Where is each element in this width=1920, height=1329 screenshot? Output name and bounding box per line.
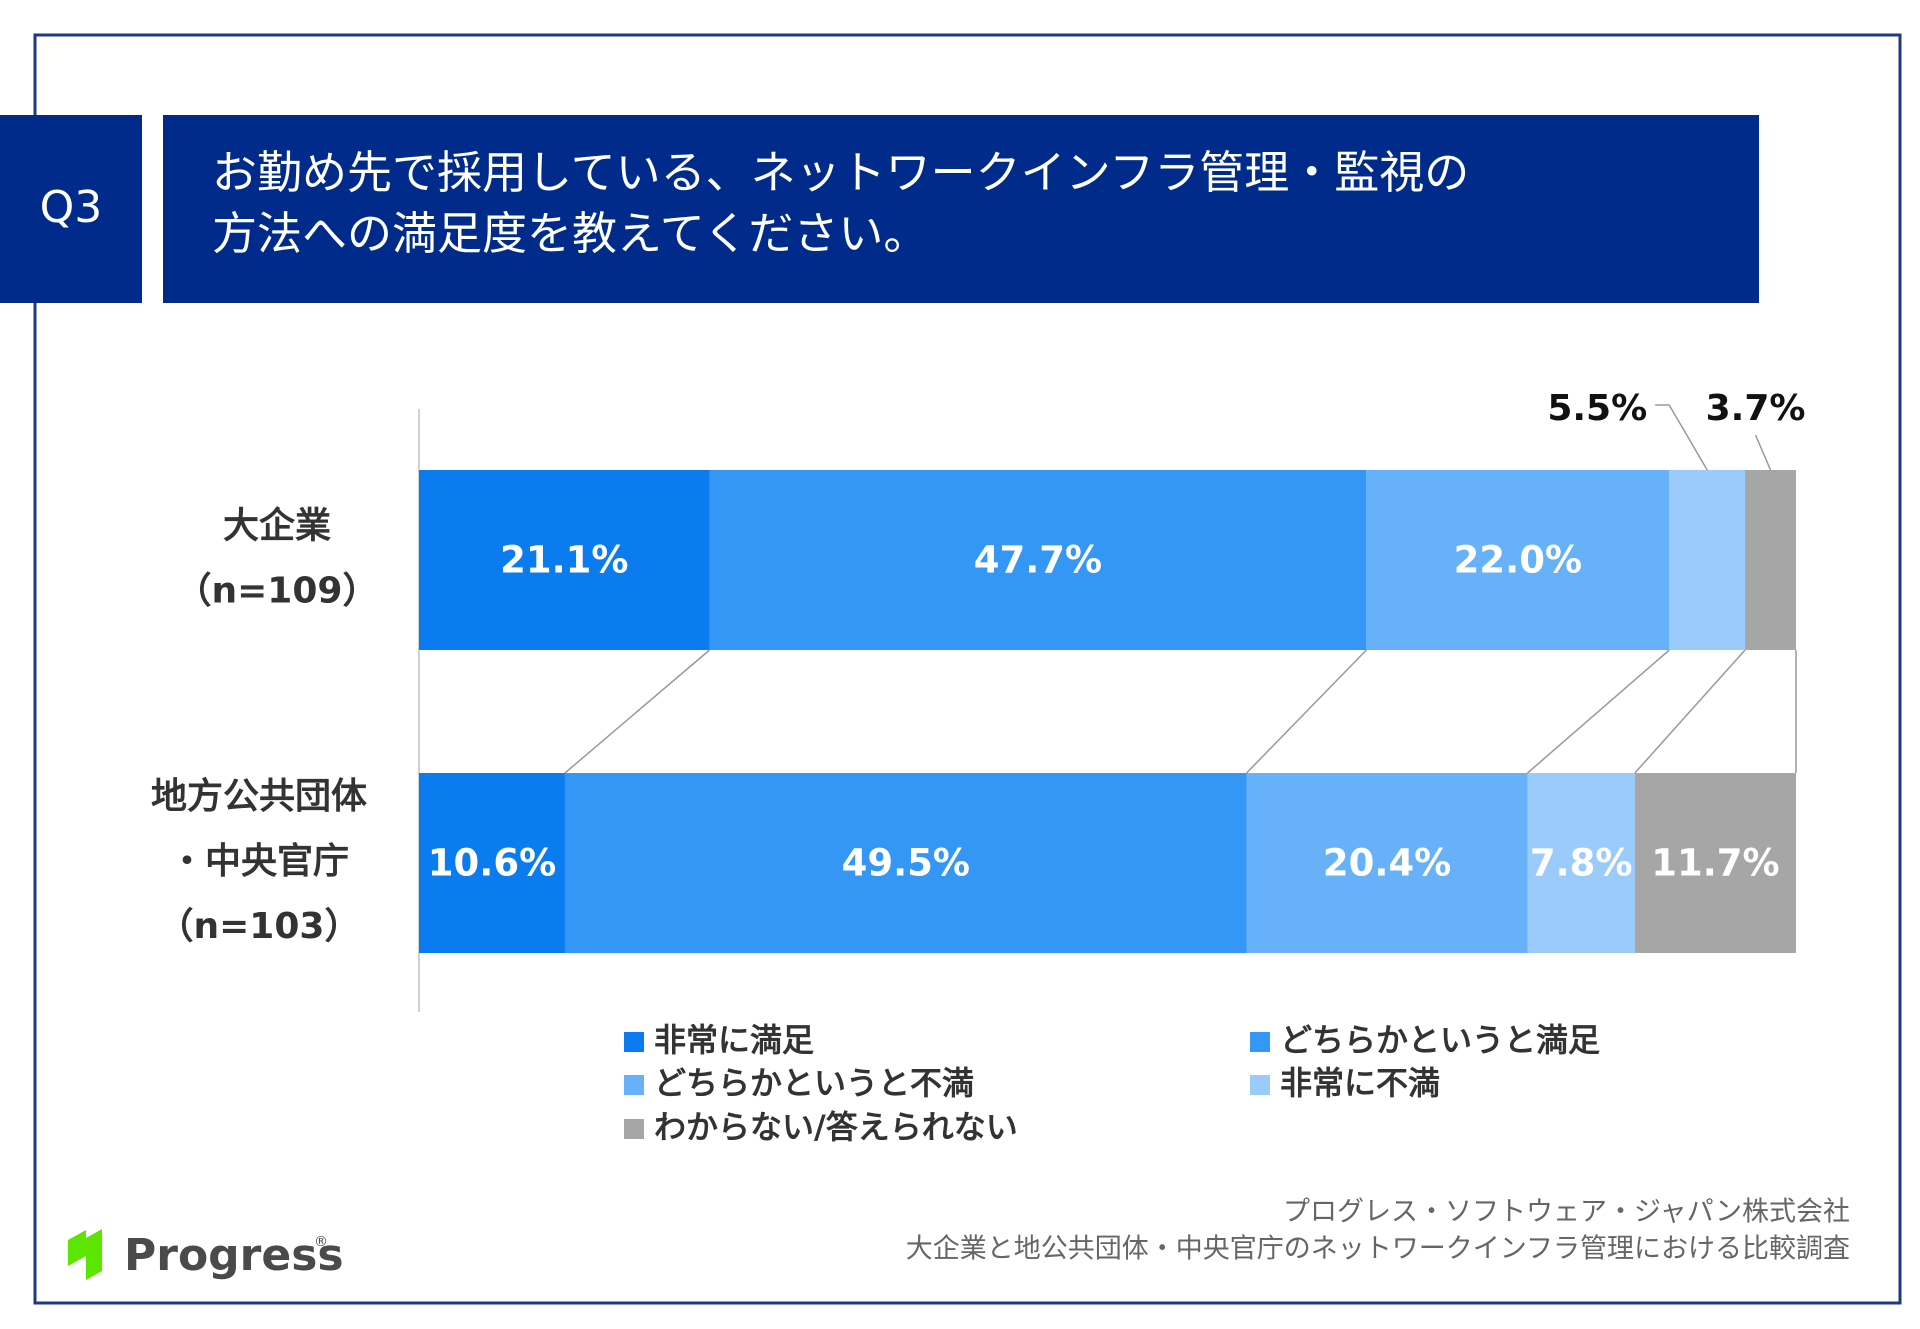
bar-segment bbox=[419, 773, 565, 953]
title-line: 方法への満足度を教えてください。 bbox=[212, 207, 928, 260]
value-label: 47.7% bbox=[974, 539, 1102, 582]
legend-swatch bbox=[624, 1119, 644, 1139]
logo-text: Progress bbox=[124, 1230, 344, 1281]
category-label: 地方公共団体 bbox=[151, 776, 367, 817]
bar-segment bbox=[709, 470, 1367, 650]
question-tag: Q3 bbox=[40, 182, 103, 233]
value-label: 5.5% bbox=[1547, 388, 1647, 429]
title-box bbox=[163, 115, 1759, 303]
logo-icon bbox=[68, 1229, 102, 1280]
legend-label: 非常に満足 bbox=[654, 1021, 814, 1059]
category-label: （n=103） bbox=[158, 906, 361, 947]
frame bbox=[33, 33, 1902, 1305]
bar-segment bbox=[1669, 470, 1746, 650]
value-label: 22.0% bbox=[1454, 539, 1582, 582]
bar-segment bbox=[419, 470, 710, 650]
legend-swatch bbox=[1250, 1032, 1270, 1052]
value-label: 21.1% bbox=[500, 539, 628, 582]
value-label: 7.8% bbox=[1530, 842, 1633, 885]
legend-label: どちらかというと満足 bbox=[1280, 1021, 1600, 1059]
bar-segment bbox=[1527, 773, 1635, 953]
category-label: ・中央官庁 bbox=[169, 841, 349, 882]
bar-segment bbox=[1246, 773, 1528, 953]
legend-swatch bbox=[624, 1032, 644, 1052]
legend-label: 非常に不満 bbox=[1280, 1064, 1440, 1102]
value-label: 20.4% bbox=[1323, 842, 1451, 885]
value-label: 10.6% bbox=[428, 842, 556, 885]
connector-line bbox=[1634, 649, 1746, 774]
footer-line: プログレス・ソフトウェア・ジャパン株式会社 bbox=[1283, 1197, 1850, 1228]
value-label: 11.7% bbox=[1651, 842, 1779, 885]
leader-line bbox=[1655, 404, 1708, 471]
legend-swatch bbox=[624, 1075, 644, 1095]
bar-segment bbox=[564, 773, 1247, 953]
bar-segment bbox=[1634, 773, 1796, 953]
footer-line: 大企業と地公共団体・中央官庁のネットワークインフラ管理における比較調査 bbox=[906, 1234, 1850, 1265]
value-label: 49.5% bbox=[842, 842, 970, 885]
category-label: （n=109） bbox=[176, 571, 379, 612]
connector-line bbox=[1526, 649, 1670, 774]
logo: Progress ® bbox=[68, 1229, 344, 1281]
tag-box bbox=[0, 115, 142, 303]
logo-mark: ® bbox=[314, 1234, 328, 1250]
bar-segment bbox=[1366, 470, 1670, 650]
legend-label: わからない/答えられない bbox=[654, 1108, 1018, 1146]
leader-line bbox=[1754, 434, 1772, 471]
legend-label: どちらかというと不満 bbox=[654, 1064, 974, 1102]
title-line: お勤め先で採用している、ネットワークインフラ管理・監視の bbox=[212, 146, 1469, 199]
value-label: 3.7% bbox=[1706, 388, 1806, 429]
category-label: 大企業 bbox=[223, 505, 331, 547]
legend-swatch bbox=[1250, 1075, 1270, 1095]
connector-line bbox=[1246, 649, 1367, 774]
bar-segment bbox=[1745, 470, 1796, 650]
connector-line bbox=[564, 649, 711, 774]
